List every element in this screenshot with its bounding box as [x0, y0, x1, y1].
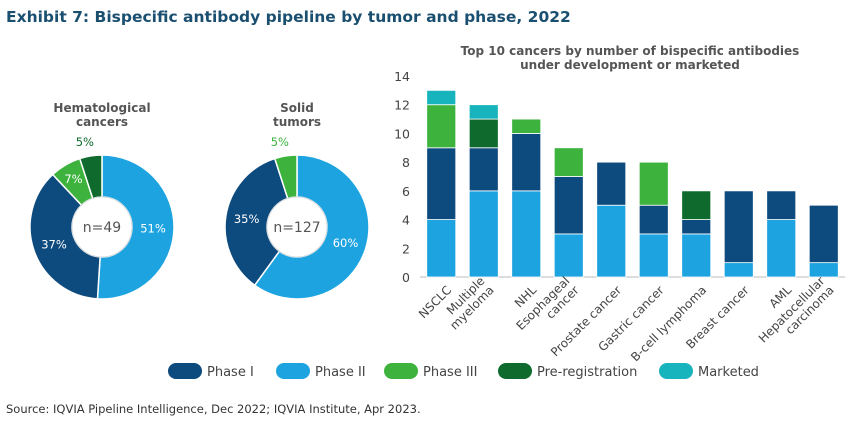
x-tick-label: B-cell lymphoma [628, 283, 709, 364]
bar-chart-title: under development or marketed [520, 58, 740, 72]
y-tick-label: 10 [394, 126, 410, 141]
legend-label: Pre-registration [537, 365, 637, 380]
legend-label: Phase I [207, 365, 254, 380]
bar-segment-phase-iii [511, 118, 542, 134]
y-tick-label: 4 [402, 213, 410, 228]
legend-label: Phase III [423, 365, 477, 380]
donut-slice-label: 5% [271, 135, 289, 149]
x-tick-label-line: B-cell lymphoma [628, 283, 709, 364]
donut-slice-label: 60% [333, 236, 359, 250]
y-tick-label: 12 [394, 98, 410, 113]
bar-segment-phase-ii [723, 262, 754, 278]
y-tick-label: 2 [402, 241, 410, 256]
bar-segment-phase-i [638, 204, 669, 235]
donut-slice-label: 5% [76, 135, 94, 149]
donut-title: Hematological [53, 101, 150, 115]
legend-swatch-phase-i [168, 363, 202, 379]
bar-segment-phase-i [426, 147, 457, 220]
donut-title: cancers [76, 115, 128, 129]
bar-segment-phase-ii [596, 204, 627, 278]
source-note: Source: IQVIA Pipeline Intelligence, Dec… [6, 402, 421, 416]
bar-segment-phase-iii [638, 161, 669, 206]
donut-hole [71, 196, 133, 258]
legend-swatch-pre-registration [498, 363, 532, 379]
bar-segment-phase-i [553, 176, 584, 235]
donut-title: tumors [273, 115, 321, 129]
legend-swatch-phase-iii [384, 363, 418, 379]
bar-segment-marketed [468, 104, 499, 120]
bar-segment-pre-registration [681, 190, 712, 220]
donut-slice-label: 7% [64, 172, 82, 186]
donut-center-label: n=49 [83, 220, 121, 236]
bar-segment-phase-iii [426, 104, 457, 149]
legend: Phase I Phase II Phase III Pre-registration… [168, 363, 759, 380]
legend-label: Marketed [698, 365, 759, 380]
donut-slice-label: 35% [234, 212, 260, 226]
legend-swatch-marketed [659, 363, 693, 379]
legend-swatch-phase-ii [276, 363, 310, 379]
bar-segment-pre-registration [468, 118, 499, 149]
bar-segment-phase-i [468, 147, 499, 192]
donut-slice-label: 37% [41, 237, 67, 251]
bar-segment-phase-i [511, 133, 542, 192]
bar-segment-phase-ii [681, 233, 712, 278]
donut-center-label: n=127 [273, 220, 320, 236]
y-tick-label: 0 [402, 270, 410, 285]
bar-chart: Top 10 cancers by number of bispecific a… [394, 44, 845, 364]
bar-segment-phase-ii [808, 262, 839, 278]
bar-segment-phase-i [766, 190, 797, 220]
legend-label: Phase II [315, 365, 366, 380]
bar-segment-phase-i [596, 161, 627, 206]
bar-chart-title: Top 10 cancers by number of bispecific a… [461, 44, 800, 58]
bar-segment-phase-i [808, 204, 839, 264]
bar-segment-phase-ii [511, 190, 542, 278]
bar-segment-phase-i [681, 219, 712, 235]
bar-segment-phase-ii [766, 219, 797, 278]
donut-hole [266, 196, 328, 258]
bar-segment-phase-iii [553, 147, 584, 177]
donut-title: Solid [280, 101, 314, 115]
bar-segment-phase-ii [553, 233, 584, 278]
y-tick-label: 6 [402, 184, 410, 199]
bar-segment-phase-ii [468, 190, 499, 278]
bar-segment-phase-i [723, 190, 754, 264]
y-tick-label: 8 [402, 155, 410, 170]
bar-segment-phase-ii [638, 233, 669, 278]
y-tick-label: 14 [394, 69, 410, 84]
exhibit-title: Exhibit 7: Bispecific antibody pipeline … [6, 8, 571, 26]
bar-segment-phase-ii [426, 219, 457, 278]
bar-segment-marketed [426, 89, 457, 106]
donut-slice-label: 51% [140, 222, 166, 236]
